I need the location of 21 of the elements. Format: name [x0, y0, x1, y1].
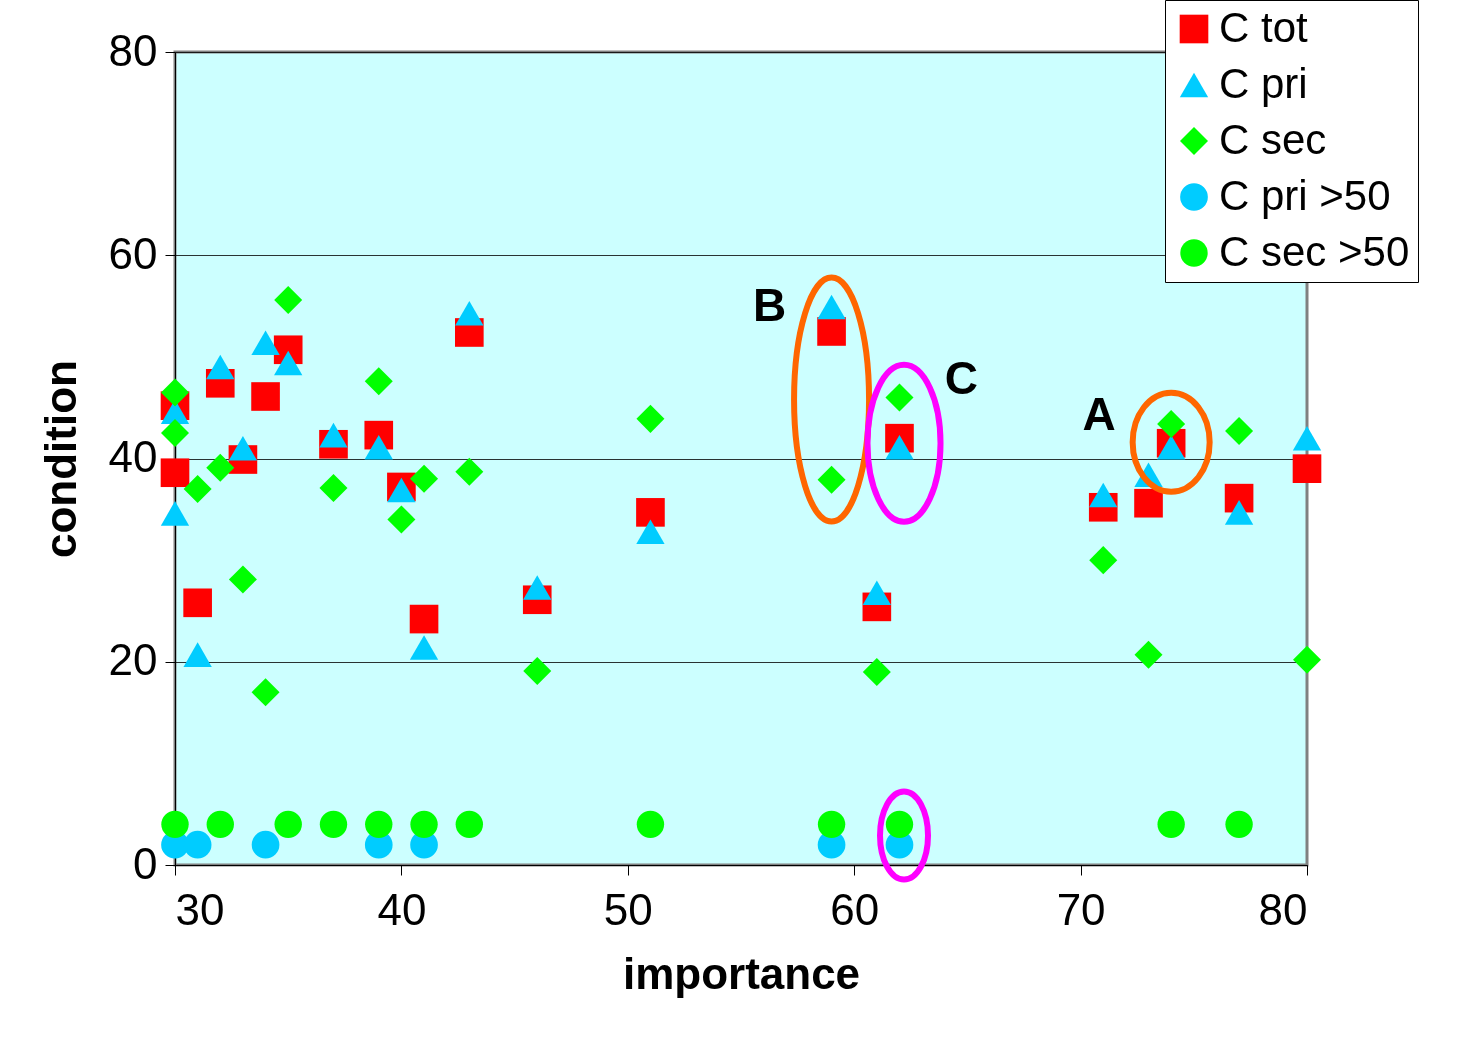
x-tick-label: 50 [603, 884, 653, 934]
legend-label: C tot [1219, 4, 1309, 51]
y-tick-label: 40 [108, 432, 158, 481]
y-tick-label: 20 [108, 635, 158, 685]
x-tick-label: 60 [830, 884, 880, 934]
x-tick-label: 40 [377, 884, 427, 934]
y-tick-label: 60 [108, 228, 158, 278]
annotation: B [752, 279, 787, 332]
legend-label: C sec >50 [1219, 228, 1410, 275]
annotation: C [944, 351, 979, 404]
x-tick-label: 70 [1056, 884, 1106, 934]
y-tick-label: 0 [133, 838, 158, 888]
y-tick-label: 80 [108, 25, 158, 75]
y-axis-title: condition [35, 360, 85, 558]
legend-label: C sec [1219, 116, 1327, 163]
legend-label: C pri >50 [1219, 172, 1391, 219]
legend-label: C pri [1219, 60, 1308, 107]
x-tick-label: 80 [1258, 884, 1308, 934]
x-tick-label: 30 [175, 884, 225, 934]
annotation: A [1082, 387, 1116, 440]
x-axis-title: importance [622, 948, 861, 998]
